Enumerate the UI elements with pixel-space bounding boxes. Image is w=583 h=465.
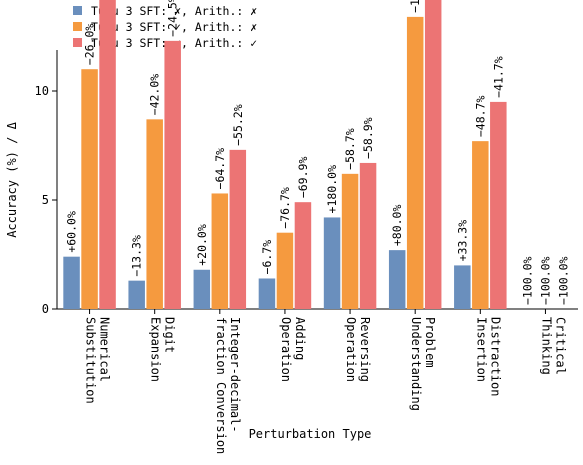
bar-label-7-0: −100.0%	[520, 256, 534, 305]
x-tick-label-6-0: Distraction	[488, 317, 502, 396]
bar-label-7-1: −100.0%	[538, 256, 552, 305]
x-tick-label-5-1: Understanding	[409, 317, 423, 411]
bar-3-0	[258, 278, 276, 309]
bar-6-1	[472, 141, 489, 309]
bar-label-4-2: −58.9%	[361, 117, 375, 159]
bar-label-7-2: −100.0%	[556, 256, 570, 305]
bar-label-6-1: −48.7%	[473, 96, 487, 138]
x-tick-label-4-0: Reversing	[358, 317, 372, 382]
x-tick-label-4-1: Operation	[344, 317, 358, 382]
bar-5-1	[406, 16, 424, 309]
bar-label-2-2: −55.2%	[231, 104, 245, 146]
bar-label-2-0: +20.0%	[195, 224, 209, 266]
bar-label-0-0: +60.0%	[65, 211, 79, 253]
bar-0-2	[99, 0, 116, 309]
x-tick-label-3-1: Operation	[279, 317, 293, 382]
bar-label-2-1: −64.7%	[213, 148, 227, 190]
x-tick-label-0-0: Numerical	[98, 317, 112, 382]
legend-label-1: Tülu 3 SFT: ✓, Arith.: ✗	[91, 20, 257, 34]
bar-5-2	[424, 0, 442, 309]
bar-label-6-2: −41.7%	[491, 56, 505, 98]
x-tick-label-7-1: Thinking	[539, 317, 553, 375]
bar-2-2	[229, 149, 247, 309]
y-tick-label-1: 5	[42, 193, 49, 207]
bar-6-0	[454, 265, 471, 309]
bar-3-2	[294, 202, 312, 309]
x-tick-label-1-1: Expansion	[149, 317, 163, 382]
bar-1-2	[164, 40, 181, 310]
x-axis-label: Perturbation Type	[249, 427, 372, 441]
bar-label-0-1: −26.0%	[83, 24, 97, 66]
bar-2-0	[193, 269, 211, 309]
x-tick-label-2-0: Integer-decimal-	[228, 317, 242, 433]
x-tick-label-3-0: Adding	[293, 317, 307, 360]
bar-4-1	[341, 173, 359, 309]
bar-label-3-2: −69.9%	[296, 157, 310, 199]
bar-3-1	[276, 232, 294, 309]
bar-label-4-0: +180.0%	[325, 165, 339, 214]
x-tick-label-1-0: Digit	[163, 317, 177, 353]
x-tick-label-6-1: Insertion	[474, 317, 488, 382]
bar-label-1-2: −24.5%	[166, 0, 180, 37]
bar-0-0	[63, 256, 80, 309]
bar-4-0	[323, 217, 341, 309]
bar-label-1-0: −13.3%	[130, 235, 144, 277]
y-tick-label-2: 10	[35, 84, 49, 98]
y-axis-label: Accuracy (%) / Δ	[5, 121, 19, 237]
legend-label-0: Tülu 3 SFT: ✗, Arith.: ✗	[91, 4, 257, 18]
bar-label-4-1: −58.7%	[343, 128, 357, 170]
bar-6-2	[490, 101, 507, 310]
bar-label-3-1: −76.7%	[278, 187, 292, 229]
x-tick-label-7-0: Critical	[553, 317, 567, 375]
bar-4-2	[359, 162, 377, 309]
bar-1-1	[146, 119, 163, 309]
y-ticks: 05101520	[35, 84, 57, 316]
y-tick-label-0: 0	[42, 302, 49, 316]
bar-label-1-1: −42.0%	[148, 74, 162, 116]
bar-0-1	[81, 69, 98, 309]
legend-swatch-1	[73, 22, 82, 31]
axes: 05101520 NumericalSubstitutionDigitExpan…	[5, 50, 578, 454]
bar-labels: +60.0%−26.0%−1.8%−13.3%−42.0%−24.5%+20.0…	[65, 0, 571, 305]
bar-label-3-0: −6.7%	[260, 240, 274, 275]
bar-label-6-0: +33.3%	[455, 220, 469, 262]
x-tick-label-5-0: Problem	[423, 317, 437, 368]
bar-label-5-1: −10.7%	[408, 0, 422, 13]
bars	[63, 0, 507, 310]
x-tick-label-0-1: Substitution	[84, 317, 98, 404]
x-tick-label-2-1: fraction Conversion	[214, 317, 228, 454]
bar-1-0	[128, 280, 145, 309]
legend-swatch-2	[73, 38, 82, 47]
bar-5-0	[388, 250, 406, 309]
legend-swatch-0	[73, 6, 82, 15]
bar-label-5-0: +80.0%	[390, 205, 404, 247]
bar-2-1	[211, 193, 229, 309]
